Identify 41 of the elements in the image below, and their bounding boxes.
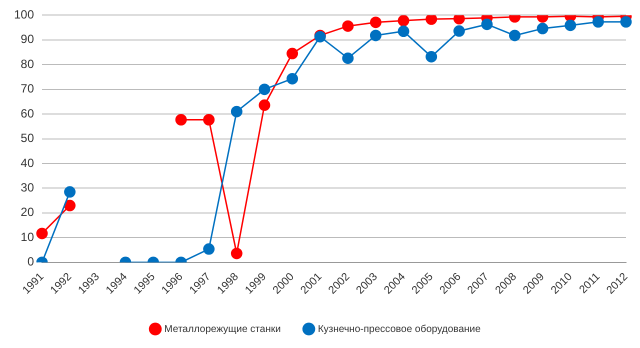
point (64, 186, 76, 198)
legend-label: Кузнечно-прессовое оборудование (318, 324, 482, 335)
point (370, 30, 382, 42)
point (203, 114, 215, 126)
point (258, 99, 270, 111)
point (509, 30, 521, 42)
point (426, 50, 438, 62)
y-tick-label: 50 (20, 131, 34, 146)
point (426, 15, 438, 25)
y-tick-label: 80 (20, 56, 34, 71)
point (230, 248, 242, 260)
y-tick-label: 100 (14, 8, 34, 22)
point (342, 20, 354, 32)
point (592, 16, 604, 28)
point (230, 106, 242, 118)
point (453, 15, 465, 24)
point (620, 16, 632, 28)
y-tick-label: 30 (20, 180, 34, 195)
legend-label: Металлорежущие станки (164, 324, 281, 335)
y-tick-label: 10 (20, 230, 34, 244)
point (203, 243, 215, 255)
y-tick-label: 0 (27, 254, 34, 269)
point (258, 84, 270, 96)
point (286, 48, 298, 60)
point (342, 52, 354, 64)
y-tick-label: 20 (20, 205, 34, 220)
y-tick-label: 40 (20, 156, 34, 170)
y-tick-label: 60 (20, 106, 34, 120)
point (64, 200, 76, 212)
point (564, 20, 576, 32)
point (398, 15, 410, 26)
point (453, 25, 465, 37)
point (370, 16, 382, 28)
point (286, 72, 298, 84)
y-tick-label: 90 (20, 32, 34, 46)
point (36, 228, 48, 240)
point (481, 18, 493, 30)
point (398, 26, 410, 38)
y-tick-label: 70 (20, 82, 34, 96)
point (536, 22, 548, 34)
point (175, 114, 187, 126)
